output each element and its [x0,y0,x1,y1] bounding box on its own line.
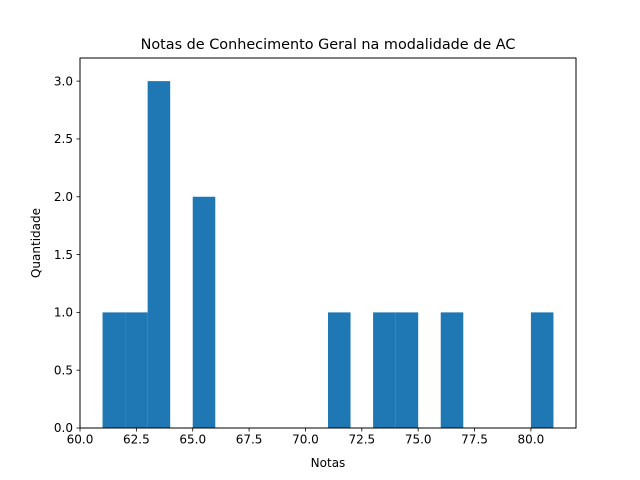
y-tick-label: 2.0 [54,190,73,204]
y-axis-label: Quantidade [29,208,43,278]
x-tick-label: 70.0 [292,433,319,447]
x-tick-label: 67.5 [236,433,263,447]
y-tick-label: 1.5 [54,248,73,262]
y-axis-ticks: 0.0 0.5 1.0 1.5 2.0 2.5 3.0 [54,74,80,435]
x-axis-ticks: 60.0 62.5 65.0 67.5 70.0 72.5 75.0 77.5 80.0 [67,428,545,447]
x-axis-label: Notas [311,456,346,470]
y-tick-label: 2.5 [54,132,73,146]
histogram-bar [328,312,351,429]
x-tick-label: 77.5 [461,433,488,447]
y-tick-label: 1.0 [54,306,73,320]
histogram-bar [440,312,464,429]
histogram-bar [125,312,148,429]
histogram-bar [192,196,216,428]
histogram-bar [373,312,396,429]
plot-frame [79,57,577,429]
x-tick-label: 80.0 [518,433,545,447]
histogram-bar [147,81,171,429]
histogram-bar [395,312,419,429]
y-tick-label: 0.5 [54,363,73,377]
chart-title: Notas de Conhecimento Geral na modalidad… [141,37,516,53]
bars-group [102,81,554,429]
histogram-bar [102,312,126,429]
histogram-bar [530,312,554,429]
x-tick-label: 62.5 [123,433,150,447]
x-tick-label: 72.5 [348,433,375,447]
y-tick-label: 3.0 [54,74,73,88]
x-tick-label: 65.0 [179,433,206,447]
y-tick-label: 0.0 [54,421,73,435]
x-tick-label: 60.0 [67,433,94,447]
x-tick-label: 75.0 [405,433,432,447]
